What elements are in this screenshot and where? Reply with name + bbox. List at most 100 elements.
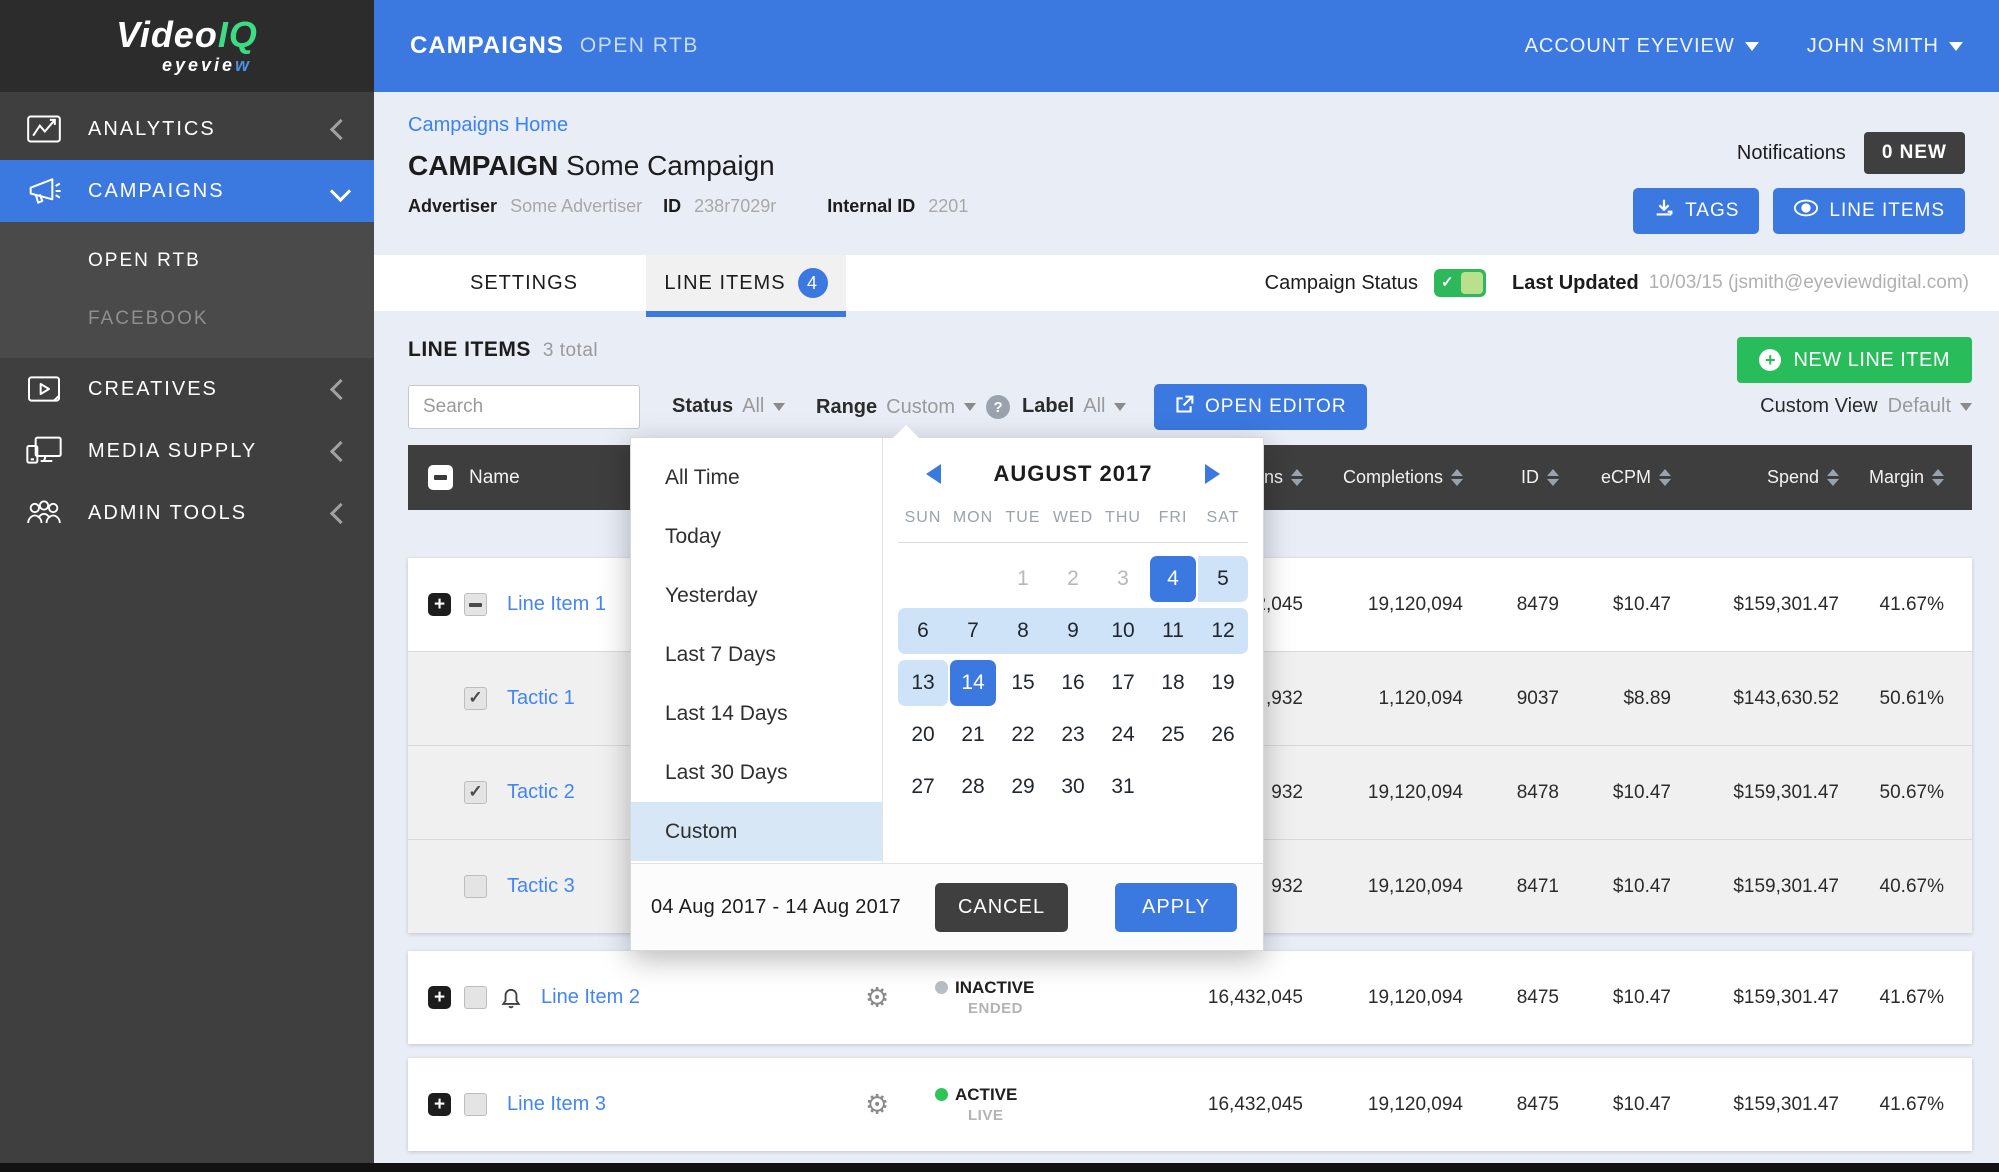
calendar-day-14[interactable]: 14: [950, 660, 996, 706]
range-menu-item-custom[interactable]: Custom: [631, 802, 882, 861]
tags-button[interactable]: TAGS: [1633, 188, 1760, 234]
sidebar-item-campaigns[interactable]: CAMPAIGNS: [0, 160, 374, 222]
row-checkbox[interactable]: [464, 875, 487, 898]
column-header-id[interactable]: ID: [1463, 467, 1559, 488]
expand-button[interactable]: +: [428, 1093, 451, 1116]
calendar-day-7[interactable]: 7: [948, 608, 998, 654]
range-menu-item-all-time[interactable]: All Time: [665, 465, 740, 489]
calendar-day-23[interactable]: 23: [1061, 723, 1085, 746]
row-checkbox[interactable]: [464, 593, 487, 616]
calendar-day-11[interactable]: 11: [1148, 608, 1198, 654]
range-menu-item-last-14-days[interactable]: Last 14 Days: [665, 701, 788, 725]
page-title: CAMPAIGN Some Campaign: [408, 150, 775, 181]
calendar-day-13[interactable]: 13: [898, 660, 948, 706]
column-header-completions[interactable]: Completions: [1303, 467, 1463, 488]
calendar-day-24[interactable]: 24: [1111, 723, 1135, 746]
tab-line-items[interactable]: LINE ITEMS 4: [646, 255, 846, 317]
sidebar-item-analytics[interactable]: ANALYTICS: [0, 98, 374, 160]
sidebar-item-creatives[interactable]: CREATIVES: [0, 358, 374, 420]
campaign-status-toggle[interactable]: ✓: [1434, 269, 1487, 297]
new-line-item-button[interactable]: + NEW LINE ITEM: [1737, 337, 1972, 383]
line-items-button[interactable]: LINE ITEMS: [1773, 188, 1965, 234]
row-name-link[interactable]: Line Item 1: [507, 593, 606, 615]
calendar-day-22[interactable]: 22: [1011, 723, 1035, 746]
calendar-day-19[interactable]: 19: [1211, 671, 1235, 694]
gear-icon[interactable]: ⚙: [865, 1089, 890, 1120]
calendar-day-28[interactable]: 28: [961, 775, 985, 798]
calendar-day-18[interactable]: 18: [1161, 671, 1185, 694]
sidebar-item-label: CREATIVES: [88, 377, 218, 400]
user-menu[interactable]: JOHN SMITH: [1807, 35, 1963, 58]
row-checkbox[interactable]: [464, 1093, 487, 1116]
label-filter[interactable]: Label All: [1022, 395, 1127, 418]
row-checkbox[interactable]: [464, 986, 487, 1009]
select-all-checkbox[interactable]: [428, 465, 453, 490]
calendar-day-15[interactable]: 15: [1011, 671, 1035, 694]
account-menu[interactable]: ACCOUNT EYEVIEW: [1525, 35, 1759, 58]
calendar-day-27[interactable]: 27: [911, 775, 935, 798]
status-text: ACTIVE: [955, 1084, 1018, 1104]
calendar-next-icon[interactable]: [1205, 464, 1220, 484]
apply-button[interactable]: APPLY: [1115, 882, 1237, 932]
sidebar-item-open-rtb[interactable]: OPEN RTB: [88, 250, 201, 271]
cancel-button[interactable]: CANCEL: [934, 882, 1069, 932]
calendar-day-21[interactable]: 21: [961, 723, 985, 746]
sidebar-item-facebook[interactable]: FACEBOOK: [88, 308, 209, 329]
range-menu-item-today[interactable]: Today: [665, 524, 722, 548]
calendar-day-8[interactable]: 8: [998, 608, 1048, 654]
sort-icon: [1827, 469, 1839, 486]
name-cell: + Line Item 3 ⚙ ACTIVE LIVE: [408, 1085, 1153, 1124]
campaign-meta: Advertiser Some Advertiser ID 238r7029r …: [408, 196, 969, 216]
status-filter[interactable]: Status All: [672, 395, 786, 418]
row-name-link[interactable]: Tactic 3: [507, 875, 575, 897]
calendar-days: 1 2 3 4 5 6 7 8 9 10 11 12 13 14 15 16 17 18 19 20 21 22 23 24 2…: [898, 553, 1248, 813]
gear-icon[interactable]: ⚙: [865, 982, 890, 1013]
calendar-day-9[interactable]: 9: [1048, 608, 1098, 654]
calendar-day-3[interactable]: 3: [1117, 567, 1129, 590]
tab-settings[interactable]: SETTINGS: [469, 271, 578, 294]
calendar-day-6[interactable]: 6: [898, 608, 948, 654]
range-menu-item-yesterday[interactable]: Yesterday: [665, 583, 758, 607]
row-name-link[interactable]: Tactic 1: [507, 687, 575, 709]
sort-icon: [1547, 469, 1559, 486]
column-header-ecpm[interactable]: eCPM: [1559, 467, 1671, 488]
row-name-link[interactable]: Line Item 3: [507, 1093, 606, 1115]
chevron-down-icon: [1949, 41, 1963, 51]
expand-button[interactable]: +: [428, 593, 451, 616]
row-name-link[interactable]: Tactic 2: [507, 781, 575, 803]
range-filter[interactable]: Range Custom ?: [816, 395, 1011, 419]
help-icon[interactable]: ?: [986, 395, 1011, 419]
search-input[interactable]: [408, 385, 640, 429]
calendar-day-31[interactable]: 31: [1111, 775, 1135, 798]
range-menu-item-last-7-days[interactable]: Last 7 Days: [665, 642, 776, 666]
popup-notch: [893, 425, 919, 438]
calendar-day-10[interactable]: 10: [1098, 608, 1148, 654]
brand-logo-text: VideoIQ: [116, 13, 258, 55]
calendar-day-2[interactable]: 2: [1067, 567, 1079, 590]
calendar-day-30[interactable]: 30: [1061, 775, 1085, 798]
breadcrumb[interactable]: Campaigns Home: [408, 114, 569, 136]
calendar-day-20[interactable]: 20: [911, 723, 935, 746]
calendar-day-17[interactable]: 17: [1111, 671, 1135, 694]
calendar-day-25[interactable]: 25: [1161, 723, 1185, 746]
row-checkbox[interactable]: [464, 686, 487, 710]
calendar-day-26[interactable]: 26: [1211, 723, 1235, 746]
calendar-day-4[interactable]: 4: [1150, 556, 1196, 602]
calendar-day-5[interactable]: 5: [1198, 556, 1248, 602]
calendar-day-1[interactable]: 1: [1017, 567, 1029, 590]
expand-button[interactable]: +: [428, 986, 451, 1009]
calendar-day-16[interactable]: 16: [1061, 671, 1085, 694]
notifications-badge[interactable]: 0 NEW: [1863, 132, 1965, 174]
calendar-prev-icon[interactable]: [926, 464, 941, 484]
open-editor-button[interactable]: OPEN EDITOR: [1154, 384, 1367, 430]
sidebar-item-admin-tools[interactable]: ADMIN TOOLS: [0, 482, 374, 544]
range-menu-item-last-30-days[interactable]: Last 30 Days: [665, 760, 788, 784]
row-name-link[interactable]: Line Item 2: [541, 986, 640, 1008]
calendar-day-12[interactable]: 12: [1198, 608, 1248, 654]
column-header-spend[interactable]: Spend: [1671, 467, 1839, 488]
sidebar-item-media-supply[interactable]: MEDIA SUPPLY: [0, 420, 374, 482]
custom-view-selector[interactable]: Custom View Default: [1760, 395, 1972, 418]
calendar-day-29[interactable]: 29: [1011, 775, 1035, 798]
row-checkbox[interactable]: [464, 780, 487, 804]
column-header-margin[interactable]: Margin: [1839, 467, 1944, 488]
